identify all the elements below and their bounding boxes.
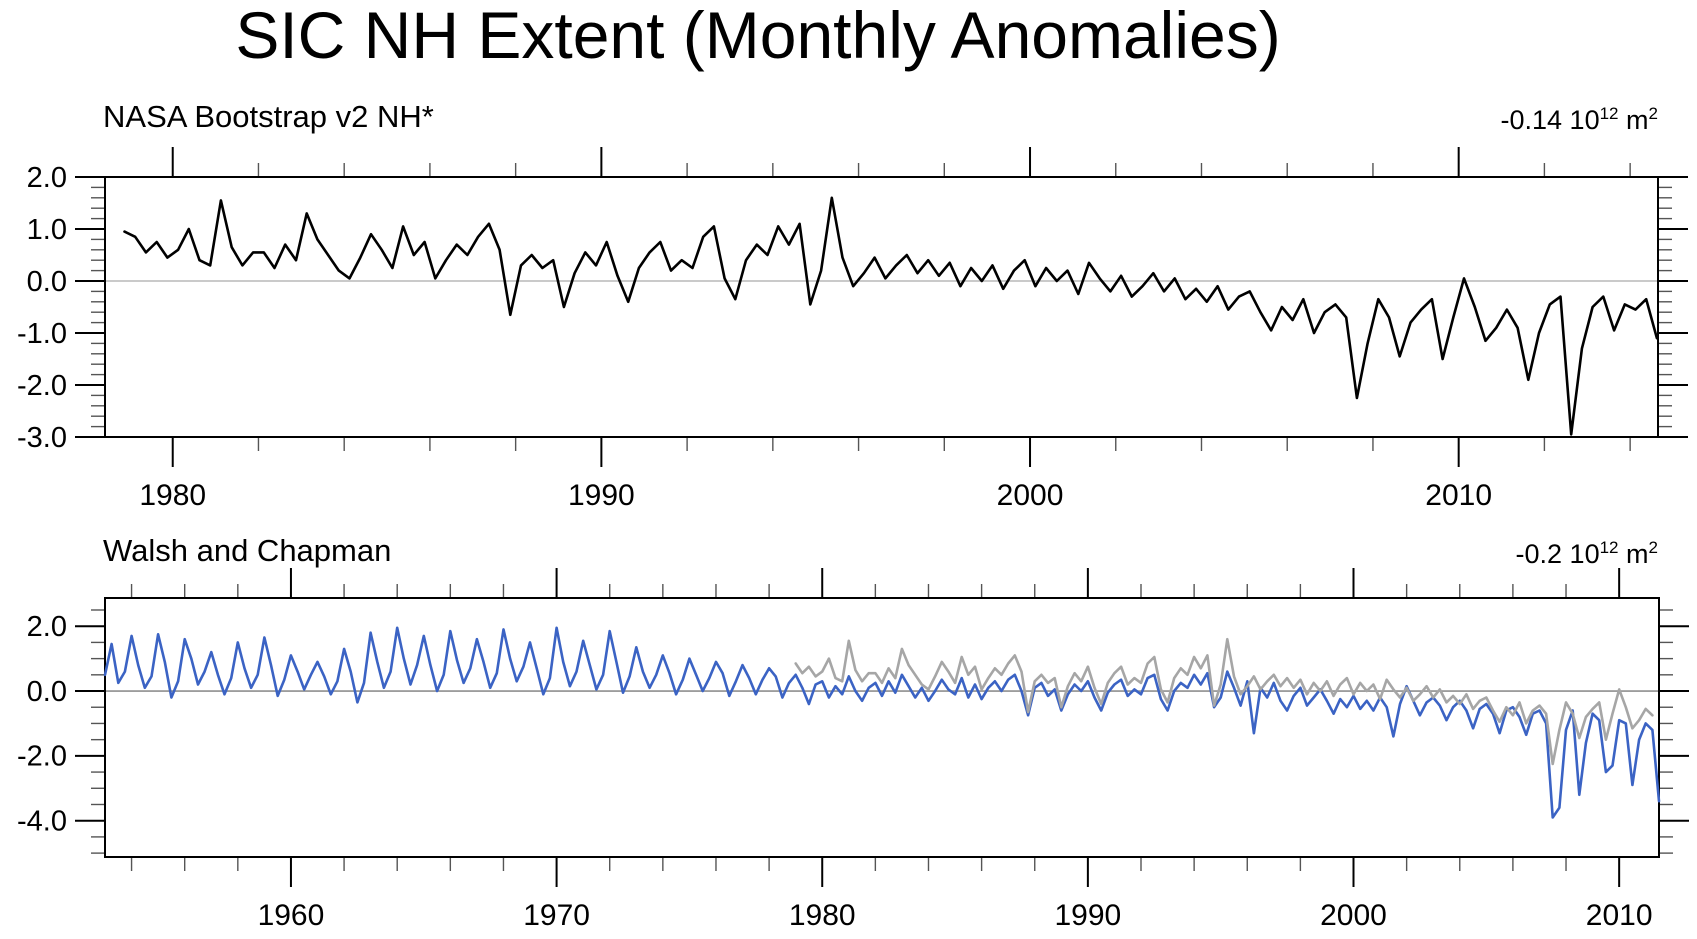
x-tick-label: 1970 — [523, 899, 590, 932]
panel1-trend-annotation: -0.14 1012 m2 — [1500, 104, 1658, 135]
y-tick-label: -3.0 — [17, 422, 67, 454]
series-walsh-and-chapman — [103, 626, 1661, 819]
x-tick-label: 1980 — [139, 479, 206, 512]
x-tick-label: 2000 — [997, 479, 1064, 512]
panel2-trend-power-base: 10 — [1569, 539, 1600, 569]
y-tick-label: 2.0 — [27, 611, 67, 643]
panel2-label: Walsh and Chapman — [103, 533, 392, 568]
panel1-trend-power-exponent: 12 — [1599, 104, 1619, 123]
panel2-trend-annotation: -0.2 1012 m2 — [1515, 538, 1659, 569]
x-tick-label: 1960 — [258, 899, 325, 932]
y-tick-label: -1.0 — [17, 318, 67, 350]
nasa-bootstrap-chart: 1980 1990 2000 2010 2.0 1.0 0.0 -1.0 -2.0 -3.0 — [17, 147, 1688, 512]
y-tick-label: 0.0 — [27, 266, 67, 298]
x-tick-label: 2010 — [1425, 479, 1492, 512]
panel2-trend-unit: m — [1626, 539, 1649, 569]
series-nasa-bootstrap-v2-nh-overlay- — [794, 637, 1654, 766]
panel2-trend-coefficient: -0.2 — [1515, 539, 1563, 569]
x-tick-label: 2000 — [1320, 899, 1387, 932]
chart-title: SIC NH Extent (Monthly Anomalies) — [235, 0, 1281, 72]
series-nasa-bootstrap-v2-nh — [123, 196, 1659, 436]
y-tick-label: 0.0 — [27, 676, 67, 708]
y-tick-label: 1.0 — [27, 214, 67, 246]
x-tick-label: 1990 — [568, 479, 635, 512]
x-tick-label: 1980 — [789, 899, 856, 932]
panel2-trend-unit-exponent: 2 — [1648, 538, 1658, 557]
y-tick-label: -4.0 — [17, 806, 67, 838]
y-tick-label: 2.0 — [27, 162, 67, 194]
y-tick-label: -2.0 — [17, 741, 67, 773]
panel1-trend-power-base: 10 — [1569, 105, 1600, 135]
panel2-trend-power-exponent: 12 — [1599, 538, 1619, 557]
panel1-label: NASA Bootstrap v2 NH* — [103, 99, 434, 134]
x-tick-label: 2010 — [1586, 899, 1653, 932]
panel1-trend-unit: m — [1626, 105, 1649, 135]
x-tick-label: 1990 — [1054, 899, 1121, 932]
plot-box — [104, 597, 1660, 858]
walsh-chapman-chart: 1960 1970 1980 1990 2000 2010 2.0 0.0 -2.0 -4.0 — [17, 568, 1689, 932]
y-tick-label: -2.0 — [17, 370, 67, 402]
panel1-trend-coefficient: -0.14 — [1500, 105, 1563, 135]
panel1-trend-unit-exponent: 2 — [1648, 104, 1658, 123]
plot-box — [104, 176, 1659, 438]
